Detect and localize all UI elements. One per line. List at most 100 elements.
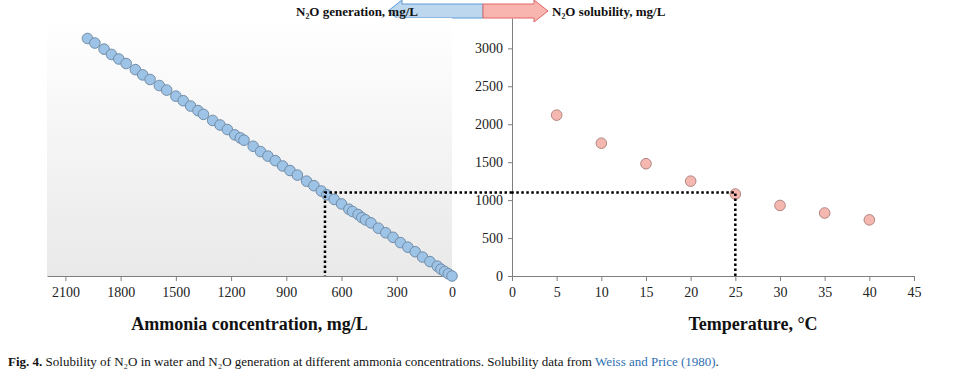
x-tick-mark (735, 276, 736, 281)
x-tick-mark (780, 276, 781, 281)
y-tick-label: 1500 (475, 155, 503, 170)
chart-root: 21001800150012009006003000N₂O generation… (0, 0, 977, 380)
x-tick-mark (512, 276, 513, 281)
x-tick: 45 (908, 276, 922, 300)
y-tick: 500 (482, 231, 512, 246)
x-axis-title: Temperature, °C (688, 314, 817, 334)
marks (551, 110, 874, 225)
x-tick: 1500 (162, 276, 190, 300)
x-tick-mark (176, 276, 177, 281)
x-tick-label: 25 (729, 285, 743, 300)
y-tick: 1000 (475, 193, 512, 208)
data-point (685, 176, 696, 187)
x-tick-label: 2100 (52, 285, 80, 300)
data-point (239, 135, 250, 146)
x-tick: 35 (818, 276, 832, 300)
caption: Fig. 4. Solubility of N₂O in water and N… (8, 354, 719, 369)
x-tick-label: 10 (595, 285, 609, 300)
plot-background (47, 18, 452, 276)
x-tick-label: 45 (908, 285, 922, 300)
x-tick-mark (825, 276, 826, 281)
x-axis-title: Ammonia concentration, mg/L (131, 314, 367, 334)
arrow-right (483, 0, 548, 22)
y-tick-label: 500 (482, 231, 503, 246)
x-tick-label: 600 (332, 285, 353, 300)
x-tick-mark (121, 276, 122, 281)
data-point (864, 215, 875, 226)
y-tick-mark (508, 238, 512, 239)
guide-line (325, 193, 512, 276)
x-tick-label: 0 (449, 285, 456, 300)
x-tick-mark (914, 276, 915, 281)
x-tick-label: 15 (640, 285, 654, 300)
x-tick: 900 (276, 276, 297, 300)
y-tick-mark (508, 276, 512, 277)
panel-0: 2100 1800 1500 1200 900 600 300 0 N₂O generation… (47, 4, 457, 334)
y-tick: 3000 (475, 41, 512, 56)
x-tick: 1200 (218, 276, 246, 300)
x-tick-label: 35 (818, 285, 832, 300)
data-point (775, 200, 786, 211)
caption-text: Solubility of N₂O in water and N₂O gener… (42, 354, 595, 369)
x-tick: 600 (332, 276, 353, 300)
data-point (161, 85, 172, 96)
x-tick: 5 (554, 276, 561, 300)
x-tick-label: 20 (684, 285, 698, 300)
marks (82, 33, 457, 281)
y-tick-mark (508, 48, 512, 49)
x-tick-label: 1500 (162, 285, 190, 300)
x-tick-mark (342, 276, 343, 281)
x-tick: 10 (595, 276, 609, 300)
y-axis: 0 500 1000 1500 2000 2500 3000 (475, 19, 513, 284)
caption-citation: Weiss and Price (1980) (595, 354, 716, 369)
data-point (447, 271, 458, 282)
data-point (121, 58, 132, 69)
y-axis-line (512, 19, 513, 277)
y-tick-label: 2000 (475, 117, 503, 132)
x-tick: 0 (509, 276, 516, 300)
x-tick: 25 (729, 276, 743, 300)
x-tick: 15 (640, 276, 654, 300)
data-point (198, 109, 209, 120)
x-tick: 1800 (107, 276, 135, 300)
x-tick-mark (869, 276, 870, 281)
data-point (292, 170, 303, 181)
x-tick-mark (65, 276, 66, 281)
y-tick: 2500 (475, 79, 512, 94)
data-point (641, 158, 652, 169)
x-tick-mark (231, 276, 232, 281)
x-tick-mark (646, 276, 647, 281)
x-tick-mark (557, 276, 558, 281)
x-tick-mark (397, 276, 398, 281)
caption-end: . (716, 354, 719, 369)
y-tick-label: 0 (496, 269, 503, 284)
data-point (596, 138, 607, 149)
x-tick-label: 1800 (107, 285, 135, 300)
y-tick: 1500 (475, 155, 512, 170)
panel-title: N₂O generation, mg/L (296, 4, 418, 19)
x-tick-label: 1200 (218, 285, 246, 300)
y-tick-mark (508, 86, 512, 87)
panel-title: N₂O solubility, mg/L (552, 4, 666, 19)
y-tick-mark (508, 162, 512, 163)
y-tick-label: 2500 (475, 79, 503, 94)
x-tick-label: 0 (509, 285, 516, 300)
x-tick: 20 (684, 276, 698, 300)
x-tick: 40 (863, 276, 877, 300)
x-tick-label: 300 (387, 285, 408, 300)
y-tick: 2000 (475, 117, 512, 132)
x-tick-label: 30 (774, 285, 788, 300)
y-tick-mark (508, 124, 512, 125)
x-tick-label: 900 (276, 285, 297, 300)
chart-svg: 21001800150012009006003000N₂O generation… (0, 0, 977, 380)
x-tick: 300 (387, 276, 408, 300)
panel-1: 0 5 10 15 20 25 30 35 40 45 0 500 1000 1500 2000 2500 30… (475, 4, 922, 334)
caption-label: Fig. 4. (8, 354, 42, 369)
data-point (145, 74, 156, 85)
y-tick-label: 1000 (475, 193, 503, 208)
x-axis: 2100 1800 1500 1200 900 600 300 0 (48, 276, 457, 300)
data-point (819, 208, 830, 219)
data-point (90, 38, 101, 49)
data-point (551, 110, 562, 121)
x-axis-line (513, 276, 915, 277)
